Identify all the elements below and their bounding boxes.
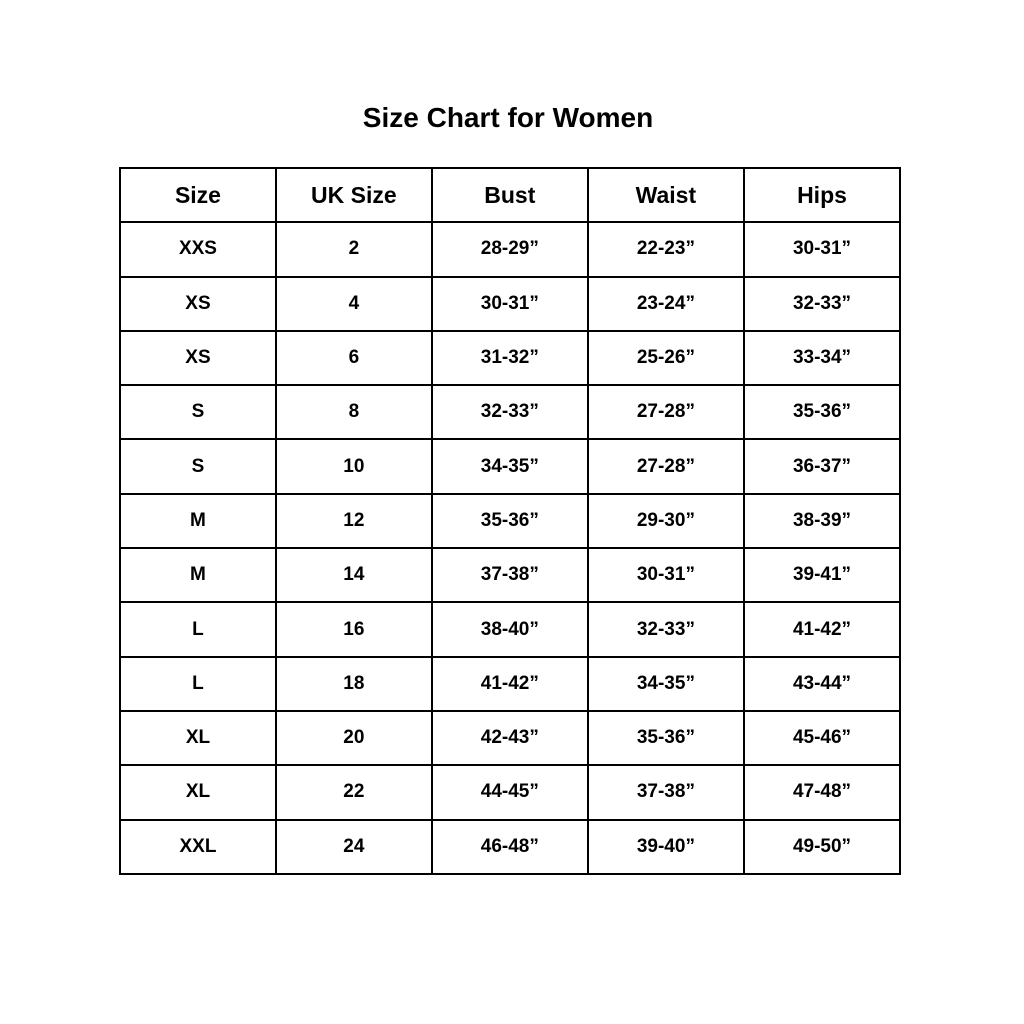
table-cell: 41-42” <box>742 601 902 658</box>
table-row: M 12 35-36” 29-30” 38-39” <box>119 492 902 550</box>
table-cell: 35-36” <box>586 709 745 767</box>
table-cell: 36-37” <box>742 438 902 495</box>
table-cell: 28-29” <box>430 221 589 278</box>
column-header: Hips <box>742 166 902 224</box>
column-header: UK Size <box>274 166 433 224</box>
table-cell: XS <box>119 275 277 332</box>
table-cell: 32-33” <box>586 601 745 658</box>
table-row: XS 6 31-32” 25-26” 33-34” <box>119 329 902 387</box>
table-cell: 2 <box>274 221 433 278</box>
table-body: XXS 2 28-29” 22-23” 30-31” XS 4 30-31” 23-24” 32-… <box>119 221 902 875</box>
table-cell: 27-28” <box>586 384 745 441</box>
table-row: L 16 38-40” 32-33” 41-42” <box>119 601 902 658</box>
table-cell: 30-31” <box>586 547 745 604</box>
table-cell: 45-46” <box>742 709 902 767</box>
table-cell: 44-45” <box>430 764 589 821</box>
table-cell: 39-41” <box>742 547 902 604</box>
table-row: S 8 32-33” 27-28” 35-36” <box>119 384 902 441</box>
table-cell: 32-33” <box>742 275 902 332</box>
table-cell: 42-43” <box>430 709 589 767</box>
table-cell: S <box>119 438 277 495</box>
table-cell: 22 <box>274 764 433 821</box>
table-cell: XXL <box>119 818 277 875</box>
table-cell: 49-50” <box>742 818 902 875</box>
table-row: M 14 37-38” 30-31” 39-41” <box>119 547 902 604</box>
table-row: XXS 2 28-29” 22-23” 30-31” <box>119 221 902 278</box>
table-cell: 14 <box>274 547 433 604</box>
table-cell: XXS <box>119 221 277 278</box>
table-cell: XS <box>119 329 277 387</box>
table-cell: 31-32” <box>430 329 589 387</box>
table-cell: 16 <box>274 601 433 658</box>
table-cell: 39-40” <box>586 818 745 875</box>
table-cell: 30-31” <box>742 221 902 278</box>
table-cell: 8 <box>274 384 433 441</box>
table-cell: 35-36” <box>430 492 589 550</box>
table-cell: 38-39” <box>742 492 902 550</box>
table-cell: 37-38” <box>586 764 745 821</box>
table-cell: 24 <box>274 818 433 875</box>
column-header: Bust <box>430 166 589 224</box>
table-cell: 4 <box>274 275 433 332</box>
table-cell: 47-48” <box>742 764 902 821</box>
table-row: XXL 24 46-48” 39-40” 49-50” <box>119 818 902 875</box>
table-cell: 46-48” <box>430 818 589 875</box>
table-cell: 10 <box>274 438 433 495</box>
table-row: S 10 34-35” 27-28” 36-37” <box>119 438 902 495</box>
table-cell: XL <box>119 764 277 821</box>
table-cell: 12 <box>274 492 433 550</box>
header-row: Size UK Size Bust Waist Hips <box>119 166 902 224</box>
table-row: XL 20 42-43” 35-36” 45-46” <box>119 709 902 767</box>
table-cell: 22-23” <box>586 221 745 278</box>
table-cell: 41-42” <box>430 655 589 712</box>
table-cell: 27-28” <box>586 438 745 495</box>
table-cell: L <box>119 601 277 658</box>
table-row: L 18 41-42” 34-35” 43-44” <box>119 655 902 712</box>
table-cell: 37-38” <box>430 547 589 604</box>
table-cell: XL <box>119 709 277 767</box>
table-cell: 35-36” <box>742 384 902 441</box>
table-cell: 29-30” <box>586 492 745 550</box>
page-title: Size Chart for Women <box>362 102 654 133</box>
table-cell: 38-40” <box>430 601 589 658</box>
table-cell: 33-34” <box>742 329 902 387</box>
table-cell: 18 <box>274 655 433 712</box>
table-cell: M <box>119 492 277 550</box>
table-cell: 6 <box>274 329 433 387</box>
table-cell: 25-26” <box>586 329 745 387</box>
table-cell: S <box>119 384 277 441</box>
table-cell: 20 <box>274 709 433 767</box>
column-header: Size <box>119 166 277 224</box>
table-cell: 30-31” <box>430 275 589 332</box>
table-cell: 34-35” <box>586 655 745 712</box>
table-cell: 23-24” <box>586 275 745 332</box>
table-cell: 43-44” <box>742 655 902 712</box>
column-header: Waist <box>586 166 745 224</box>
table-cell: 32-33” <box>430 384 589 441</box>
table-cell: M <box>119 547 277 604</box>
table-cell: 34-35” <box>430 438 589 495</box>
table-row: XL 22 44-45” 37-38” 47-48” <box>119 764 902 821</box>
table-cell: L <box>119 655 277 712</box>
size-chart-table: Size UK Size Bust Waist Hips XXS 2 28-29” 22-23… <box>119 166 902 875</box>
table-row: XS 4 30-31” 23-24” 32-33” <box>119 275 902 332</box>
